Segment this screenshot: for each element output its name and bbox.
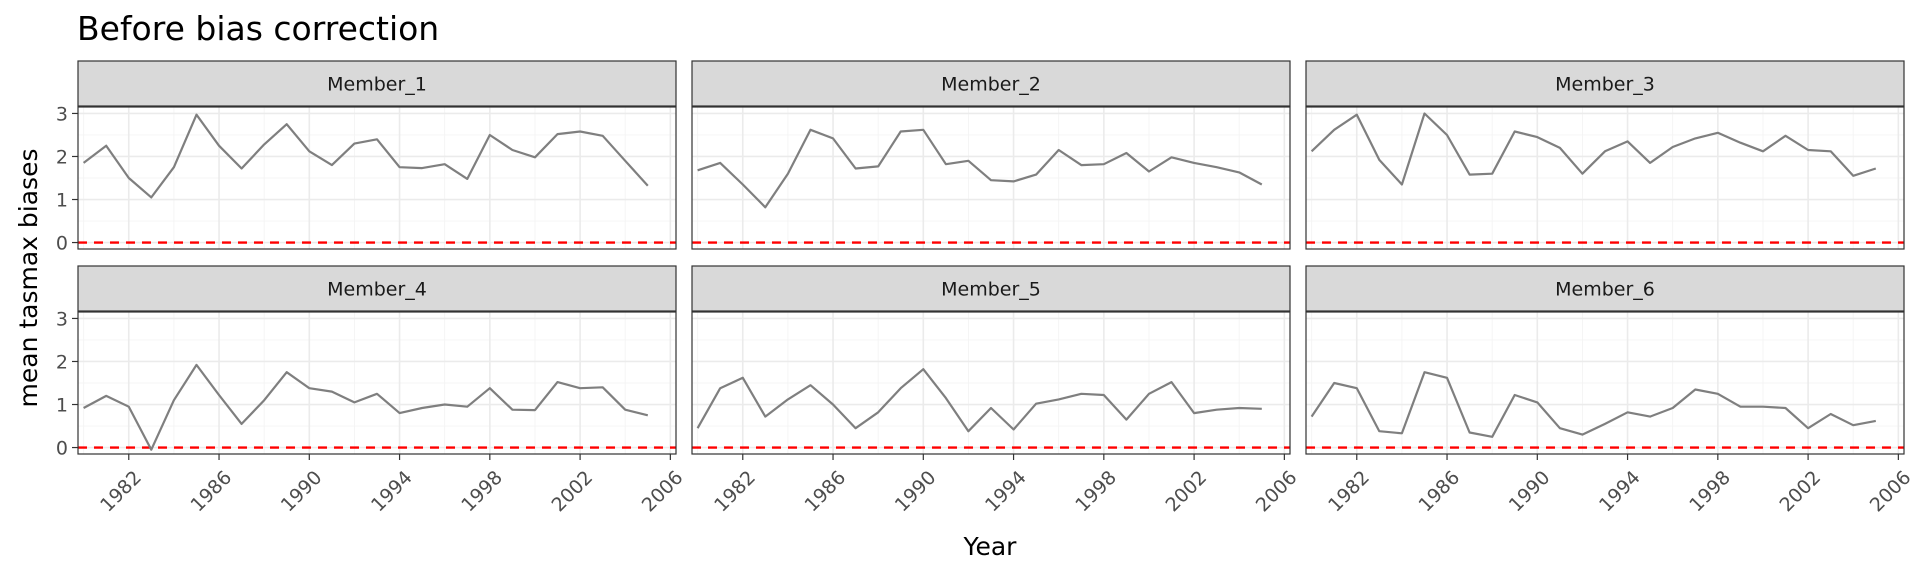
x-axis-title: Year: [963, 532, 1018, 561]
y-tick-label: 0: [56, 233, 68, 255]
x-tick-label: 1994: [1595, 467, 1645, 517]
panel-border: [691, 311, 1291, 455]
y-tick-label: 2: [56, 146, 68, 168]
y-tick-label: 2: [56, 351, 68, 373]
x-tick-label: 2002: [1161, 467, 1211, 517]
y-tick-label: 1: [56, 395, 68, 417]
facet-strip-label: Member_5: [941, 279, 1041, 301]
x-tick-label: 1986: [1414, 467, 1464, 517]
y-axis-title: mean tasmax biases: [14, 149, 43, 408]
panel-border: [77, 311, 677, 455]
facet-panel: Member_2: [691, 60, 1291, 250]
x-tick-label: 1998: [457, 467, 507, 517]
facet-panel: Member_1: [77, 60, 677, 250]
x-tick-label: 1986: [186, 467, 236, 517]
facet-strip: [691, 265, 1291, 312]
facet-strip: [1305, 60, 1905, 107]
panel-border: [77, 106, 677, 250]
facet-panel: Member_3: [1305, 60, 1905, 250]
x-tick-label: 1990: [1505, 467, 1555, 517]
y-tick-label: 3: [56, 103, 68, 125]
x-tick-label: 1986: [800, 467, 850, 517]
x-tick-label: 1998: [1071, 467, 1121, 517]
facet-panel: Member_5: [691, 265, 1291, 455]
x-tick-label: 2002: [1775, 467, 1825, 517]
series-line: [82, 113, 649, 199]
x-tick-label: 1998: [1685, 467, 1735, 517]
chart-title: Before bias correction: [77, 9, 439, 48]
series-line: [1310, 112, 1877, 186]
x-axis: 1982 1986 1990 1994 1998 2002 2006: [710, 454, 1302, 517]
facet-strip: [691, 60, 1291, 107]
facet-strip: [77, 265, 677, 312]
facet-strip-label: Member_6: [1555, 279, 1655, 301]
x-tick-label: 1982: [96, 467, 146, 517]
facet-panel: Member_4: [77, 265, 677, 455]
facet-panels: Member_1 Member_2 Member_3 Member_4 Member_5…: [77, 60, 1905, 455]
facet-strip-label: Member_2: [941, 74, 1041, 96]
x-tick-label: 2006: [638, 467, 688, 517]
facet-panel: Member_6: [1305, 265, 1905, 455]
facet-strip-label: Member_1: [327, 74, 427, 96]
panel-border: [1305, 106, 1905, 250]
series-line: [83, 363, 649, 451]
y-tick-label: 3: [56, 308, 68, 330]
series-line: [696, 368, 1262, 433]
x-axes: 1982 1986 1990 1994 1998 2002 2006 1982 1986 1990…: [96, 454, 1916, 517]
y-tick-label: 1: [56, 190, 68, 212]
facet-strip: [1305, 265, 1905, 312]
y-axes: 0 1 2 3 0 1 2 3: [56, 103, 78, 460]
x-tick-label: 2006: [1252, 467, 1302, 517]
facet-strip-label: Member_3: [1555, 74, 1655, 96]
facet-strip-label: Member_4: [327, 279, 427, 301]
x-tick-label: 2006: [1866, 467, 1916, 517]
x-tick-label: 2002: [547, 467, 597, 517]
x-tick-label: 1994: [981, 467, 1031, 517]
x-tick-label: 1982: [710, 467, 760, 517]
facet-strip: [77, 60, 677, 107]
panel-border: [1305, 311, 1905, 455]
x-tick-label: 1994: [367, 467, 417, 517]
y-tick-label: 0: [56, 438, 68, 460]
x-tick-label: 1982: [1324, 467, 1374, 517]
x-axis: 1982 1986 1990 1994 1998 2002 2006: [1324, 454, 1916, 517]
x-tick-label: 1990: [891, 467, 941, 517]
series-line: [1310, 371, 1877, 438]
y-axis: 0 1 2 3: [56, 308, 78, 460]
x-tick-label: 1990: [277, 467, 327, 517]
y-axis: 0 1 2 3: [56, 103, 78, 255]
panel-border: [691, 106, 1291, 250]
series-line: [697, 128, 1263, 209]
x-axis: 1982 1986 1990 1994 1998 2002 2006: [96, 454, 688, 517]
